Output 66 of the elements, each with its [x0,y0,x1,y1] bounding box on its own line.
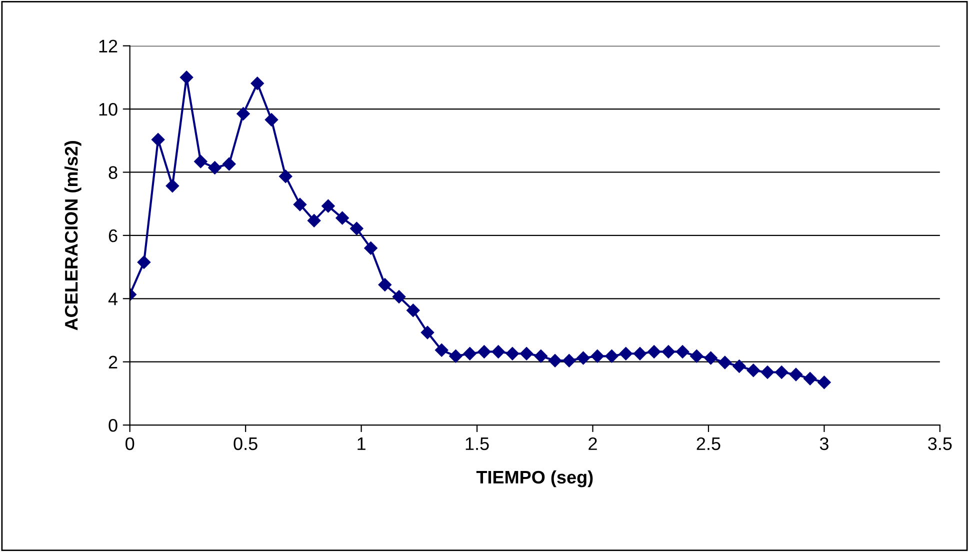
point [378,278,392,292]
y-tick-label: 6 [108,229,118,242]
point [662,345,676,358]
x-tick-label: 1 [358,438,366,450]
point [208,161,222,174]
x-tick-label: 3.5 [928,437,952,450]
point [364,241,378,255]
point [279,170,292,183]
y-tick-label: 2 [108,356,118,368]
point [392,290,406,304]
point [463,347,476,360]
point [478,345,491,358]
point [718,356,732,370]
point [236,107,250,120]
point [648,345,661,358]
point [420,326,434,340]
point [534,350,548,363]
point [350,222,364,236]
point [180,70,194,84]
point [322,199,335,213]
point [704,351,718,365]
point [520,347,534,360]
point [746,364,760,377]
point [690,350,704,363]
x-tick-label: 2 [588,437,597,450]
point [406,304,420,317]
point [760,366,774,379]
point [775,366,788,379]
y-axis-title: ACELERACION (m/s2) [64,141,82,330]
point [194,154,208,168]
y-tick-label: 8 [108,166,118,179]
y-tick-label: 12 [99,40,118,52]
x-tick-label: 0 [126,437,134,450]
point [605,350,618,363]
point [264,113,278,126]
point [250,76,264,90]
y-tick-label: 4 [108,292,118,306]
point [492,345,505,358]
point [137,256,151,269]
point [307,214,321,228]
point [676,345,690,358]
x-tick-label: 0.5 [234,437,258,450]
point [293,198,307,212]
x-tick-label: 1.5 [466,438,489,450]
point [151,133,165,146]
point [633,347,647,360]
y-tick-label: 10 [99,102,118,116]
point [449,350,462,363]
point [336,211,349,225]
x-tick-label: 3 [820,437,828,450]
point [590,350,604,363]
point [222,157,236,171]
x-tick-label: 2.5 [696,437,720,450]
point [435,344,448,357]
x-axis-title: TIEMPO (seg) [476,470,593,488]
point [166,179,180,192]
point [506,347,520,360]
point [548,354,562,368]
point [732,360,746,373]
y-tick-label: 0 [108,418,118,432]
point [803,372,817,386]
point [818,376,831,389]
point [576,351,590,365]
point [619,347,632,360]
point [789,368,803,382]
point [562,354,576,368]
